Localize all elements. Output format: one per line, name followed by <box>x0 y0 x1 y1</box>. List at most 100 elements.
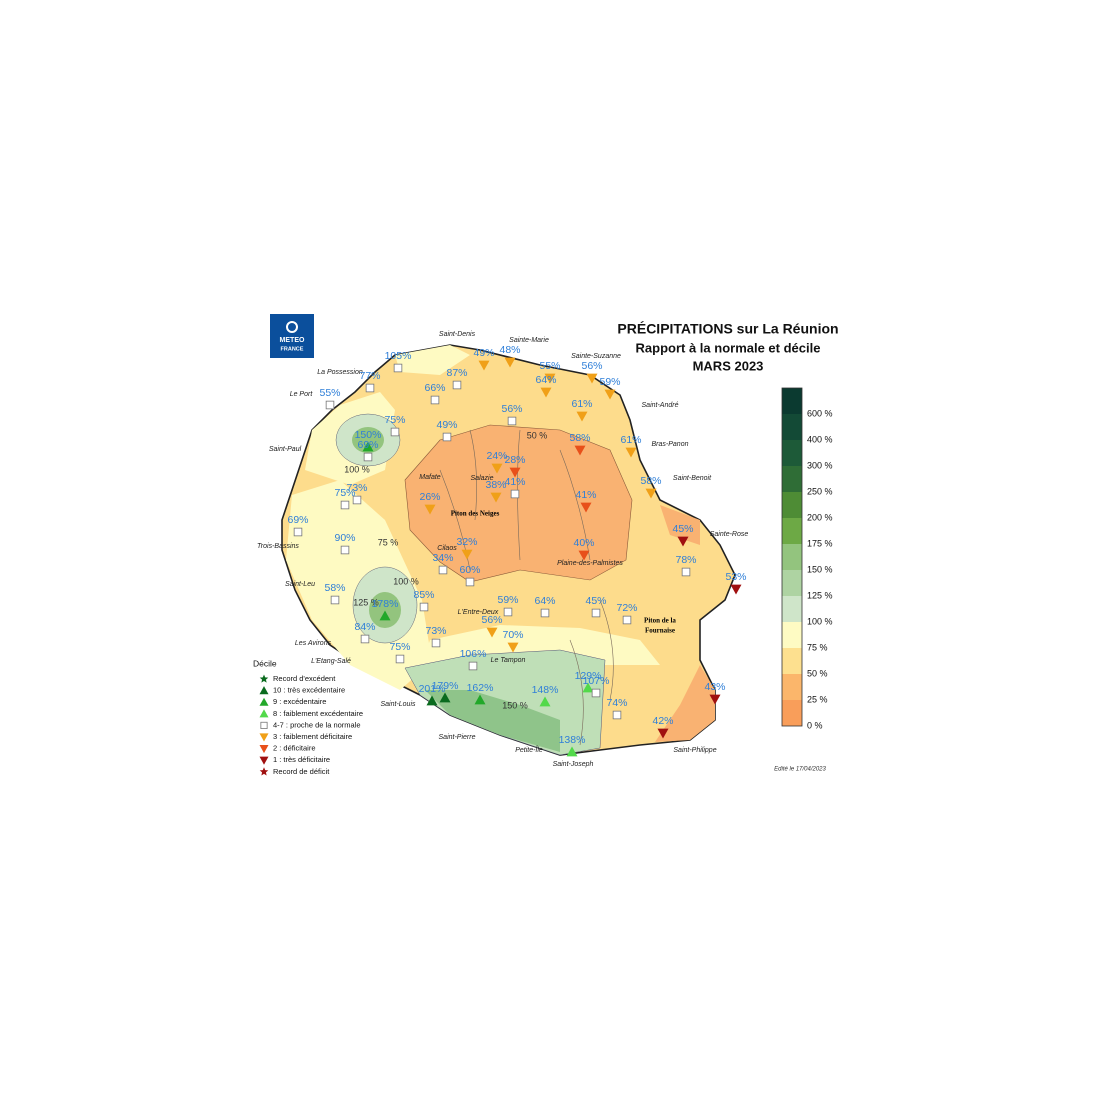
place-name: Saint-Benoit <box>673 475 712 482</box>
colorbar-label: 175 % <box>807 538 833 548</box>
station-value: 73% <box>425 625 446 637</box>
station-value: 58% <box>640 475 661 487</box>
station-symbol <box>478 360 490 371</box>
logo-text: FRANCE <box>281 346 304 352</box>
logo-icon <box>286 321 298 333</box>
legend-symbol <box>260 721 268 729</box>
contour-label: 50 % <box>527 430 548 440</box>
station-symbol <box>491 463 503 474</box>
place-name: La Possession <box>317 369 363 376</box>
station-symbol <box>468 661 478 671</box>
place-name: Sainte-Rose <box>710 531 749 538</box>
station-symbol <box>352 495 362 505</box>
station-symbol <box>625 447 637 458</box>
station-symbol <box>461 549 473 560</box>
colorbar-segment <box>782 492 802 518</box>
station-value: 58% <box>569 432 590 444</box>
station-symbol <box>490 492 502 503</box>
place-name: Cilaos <box>437 545 457 552</box>
zone-25-50 <box>660 505 700 545</box>
station-value: 53% <box>725 571 746 583</box>
station-value: 90% <box>334 532 355 544</box>
place-name: Petite-Île <box>515 745 543 754</box>
station-symbol <box>677 536 689 547</box>
station-symbol <box>578 550 590 561</box>
station-symbol <box>586 373 598 384</box>
colorbar-frame <box>781 387 803 727</box>
colorbar-label: 75 % <box>807 642 828 652</box>
station-value: 56% <box>481 614 502 626</box>
station-symbol <box>657 728 669 739</box>
colorbar-segment <box>782 570 802 596</box>
legend-symbol <box>259 697 269 706</box>
station-symbol <box>507 416 517 426</box>
station-value: 64% <box>534 595 555 607</box>
zone-25-50 <box>404 424 633 583</box>
station-symbol <box>604 389 616 400</box>
station-value: 72% <box>616 602 637 614</box>
place-name: L'Entre-Deux <box>458 609 499 616</box>
station-symbol <box>486 627 498 638</box>
legend-label: Record d'excédent <box>273 674 336 683</box>
station-value: 26% <box>419 491 440 503</box>
station-symbol <box>509 467 521 478</box>
station-symbol <box>645 488 657 499</box>
colorbar-label: 0 % <box>807 720 823 730</box>
station-symbol <box>430 395 440 405</box>
station-value: 59% <box>497 594 518 606</box>
zone-150 <box>352 427 384 453</box>
colorbar-segment <box>782 518 802 544</box>
legend-symbol <box>259 674 269 683</box>
station-symbol <box>442 432 452 442</box>
place-name: Fournaise <box>645 627 675 635</box>
place-name: Saint-Leu <box>285 581 315 588</box>
legend-label: 8 : faiblement excédentaire <box>273 709 363 718</box>
place-name: Saint-Louis <box>380 701 416 708</box>
station-symbol <box>580 502 592 513</box>
station-symbol <box>340 545 350 555</box>
station-value: 49% <box>473 347 494 359</box>
colorbar-segment <box>782 622 802 648</box>
station-value: 28% <box>504 454 525 466</box>
place-name: Salazie <box>471 475 494 482</box>
station-symbol <box>507 642 519 653</box>
station-symbol <box>566 746 578 757</box>
colorbar-label: 200 % <box>807 512 833 522</box>
colorbar-label: 250 % <box>807 486 833 496</box>
zone-150 <box>425 690 560 752</box>
place-name: Les Avirons <box>295 640 332 647</box>
station-value: 138% <box>559 734 586 746</box>
station-value: 32% <box>456 536 477 548</box>
station-symbol <box>544 373 556 384</box>
station-symbol <box>504 357 516 368</box>
station-value: 59% <box>599 376 620 388</box>
place-name: Saint-André <box>642 402 679 409</box>
place-name: Mafate <box>419 474 441 481</box>
place-name: Trois-Bassins <box>257 543 299 550</box>
colorbar-label: 300 % <box>807 460 833 470</box>
station-value: 162% <box>467 682 494 694</box>
legend-label: 3 : faiblement déficitaire <box>273 732 352 741</box>
station-value: 61% <box>620 434 641 446</box>
station-symbol <box>452 380 462 390</box>
station-symbol <box>363 452 373 462</box>
colorbar-label: 25 % <box>807 694 828 704</box>
place-name: Saint-Paul <box>269 446 302 453</box>
station-symbol <box>431 638 441 648</box>
colorbar-segment <box>782 440 802 466</box>
colorbar-segment <box>782 648 802 674</box>
ravines <box>439 429 614 746</box>
legend-symbol <box>259 686 269 695</box>
legend-title: Décile <box>253 658 277 668</box>
station-symbol <box>379 610 391 621</box>
colorbar-segment <box>782 544 802 570</box>
station-symbol <box>438 565 448 575</box>
station-symbol <box>510 489 520 499</box>
legend-label: 1 : très déficitaire <box>273 755 330 764</box>
station-symbol <box>325 400 335 410</box>
colorbar-label: 400 % <box>807 434 833 444</box>
station-symbol <box>730 584 742 595</box>
zone-150 <box>369 592 401 628</box>
station-symbol <box>395 654 405 664</box>
